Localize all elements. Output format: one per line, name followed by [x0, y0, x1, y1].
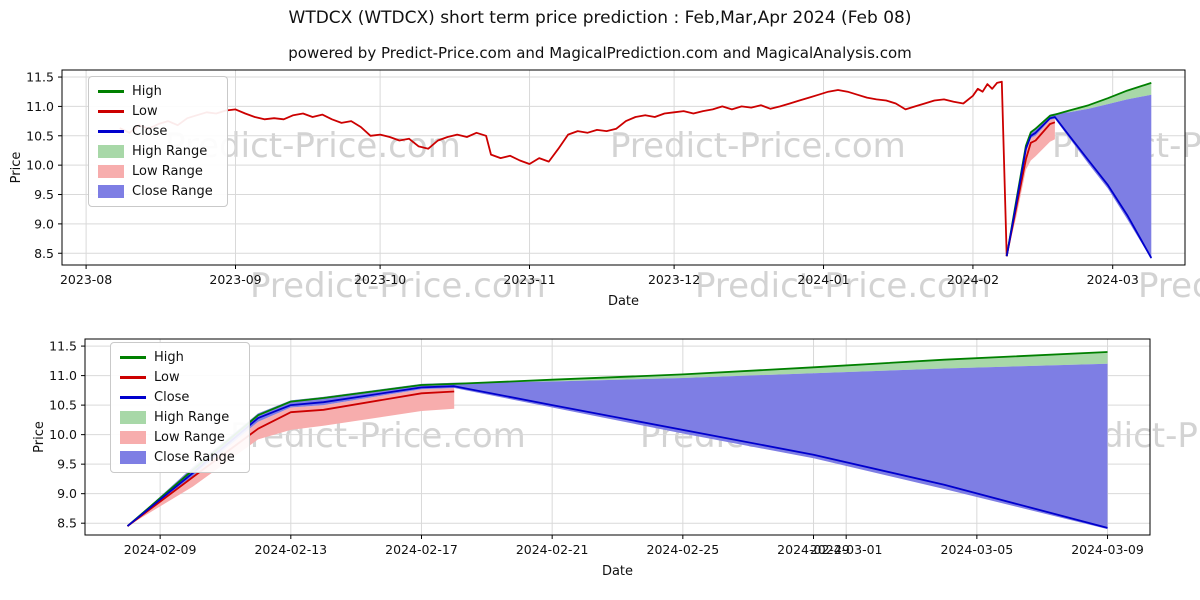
legend: High Low Close High Range Low Range Close Ran… — [88, 76, 228, 207]
close-line — [1005, 116, 1153, 259]
close-range-swatch — [98, 185, 124, 198]
y-tick-label: 10.0 — [49, 427, 77, 442]
low-range-swatch — [120, 431, 146, 444]
bottom-chart: 2024-02-09 2024-02-13 2024-02-17 2024-02-21… — [0, 325, 1200, 600]
low-range-band — [1006, 118, 1055, 257]
watermark: Predict-Price.com — [1138, 266, 1200, 306]
close-range-band — [127, 363, 1108, 530]
legend-label: High Range — [132, 144, 208, 159]
low-historical--line — [119, 80, 1008, 257]
watermark: Predict-Price.com — [610, 126, 906, 166]
legend-label: Close Range — [132, 184, 213, 199]
legend-item: Close — [120, 390, 235, 405]
legend-label: Close Range — [154, 450, 235, 465]
high-swatch — [120, 356, 146, 359]
low-line — [126, 390, 455, 527]
x-tick-label: 2024-02-25 — [647, 542, 720, 557]
x-tick-label: 2024-03-01 — [810, 542, 883, 557]
x-tick-label: 2024-02-13 — [254, 542, 327, 557]
y-tick-label: 11.0 — [26, 99, 54, 114]
y-tick-label: 11.5 — [49, 339, 77, 354]
axes-frame — [61, 69, 1186, 266]
x-tick-label: 2024-02 — [947, 272, 999, 287]
x-tick-label: 2024-01 — [797, 272, 849, 287]
legend-item: Low — [98, 104, 213, 119]
high-swatch — [98, 90, 124, 93]
y-tick-label: 9.0 — [34, 216, 54, 231]
x-tick-label: 2023-12 — [648, 272, 700, 287]
legend-label: Low — [132, 104, 158, 119]
low-swatch — [120, 376, 146, 379]
y-axis-label: Price — [9, 152, 24, 184]
x-axis-label: Date — [608, 294, 639, 309]
x-tick-label: 2023-11 — [503, 272, 555, 287]
x-tick-label: 2024-03-09 — [1071, 542, 1144, 557]
legend-item: Close Range — [98, 184, 213, 199]
legend-label: Low Range — [154, 430, 225, 445]
legend-item: High Range — [120, 410, 235, 425]
x-tick-label: 2024-02-21 — [516, 542, 589, 557]
y-tick-label: 9.5 — [34, 187, 54, 202]
y-tick-label: 10.5 — [26, 128, 54, 143]
legend-label: Close — [154, 390, 190, 405]
legend-label: High — [132, 84, 162, 99]
bottom-chart-canvas: 2024-02-09 2024-02-13 2024-02-17 2024-02-21… — [32, 338, 1151, 579]
y-tick-label: 9.5 — [57, 457, 77, 472]
x-tick-label: 2023-10 — [354, 272, 406, 287]
legend-item: High Range — [98, 144, 213, 159]
close-swatch — [120, 396, 146, 399]
low-range-band — [127, 388, 455, 527]
legend-item: Low Range — [120, 430, 235, 445]
y-tick-label: 11.5 — [26, 70, 54, 85]
legend: High Low Close High Range Low Range Close Ran… — [110, 342, 250, 473]
y-tick-label: 11.0 — [49, 368, 77, 383]
high-range-swatch — [98, 145, 124, 158]
legend-label: Low — [154, 370, 180, 385]
high-range-swatch — [120, 411, 146, 424]
legend-item: Close — [98, 124, 213, 139]
legend-label: Low Range — [132, 164, 203, 179]
close-range-swatch — [120, 451, 146, 464]
legend-item: Low Range — [98, 164, 213, 179]
top-chart-canvas: 2023-08 2023-09 2023-10 2023-11 2023-12 2024-… — [9, 69, 1186, 309]
x-axis-label: Date — [602, 564, 633, 579]
x-tick-label: 2024-02-09 — [124, 542, 197, 557]
y-tick-label: 8.5 — [57, 516, 77, 531]
x-tick-label: 2024-03 — [1087, 272, 1139, 287]
axes-frame — [84, 338, 1151, 536]
chart-title: WTDCX (WTDCX) short term price predictio… — [288, 8, 912, 28]
legend-item: Close Range — [120, 450, 235, 465]
legend-item: High — [120, 350, 235, 365]
legend-item: Low — [120, 370, 235, 385]
y-tick-label: 10.0 — [26, 158, 54, 173]
legend-label: High — [154, 350, 184, 365]
watermark: Predict-Price.com — [695, 266, 991, 306]
y-axis-label: Price — [32, 421, 47, 453]
x-tick-label: 2023-08 — [60, 272, 112, 287]
y-tick-label: 9.0 — [57, 486, 77, 501]
legend-label: Close — [132, 124, 168, 139]
close-range-band — [1006, 94, 1152, 260]
low-swatch — [98, 110, 124, 113]
x-tick-label: 2024-02-29 — [777, 542, 850, 557]
low-range-swatch — [98, 165, 124, 178]
y-tick-label: 10.5 — [49, 398, 77, 413]
legend-label: High Range — [154, 410, 230, 425]
y-tick-label: 8.5 — [34, 246, 54, 261]
x-tick-label: 2024-03-05 — [941, 542, 1014, 557]
x-tick-label: 2023-09 — [209, 272, 261, 287]
watermark: Predict-Price.com — [250, 266, 546, 306]
chart-subtitle: powered by Predict-Price.com and Magical… — [288, 44, 912, 62]
close-swatch — [98, 130, 124, 133]
legend-item: High — [98, 84, 213, 99]
x-tick-label: 2024-02-17 — [385, 542, 458, 557]
top-chart: 2023-08 2023-09 2023-10 2023-11 2023-12 2024-… — [0, 60, 1200, 310]
